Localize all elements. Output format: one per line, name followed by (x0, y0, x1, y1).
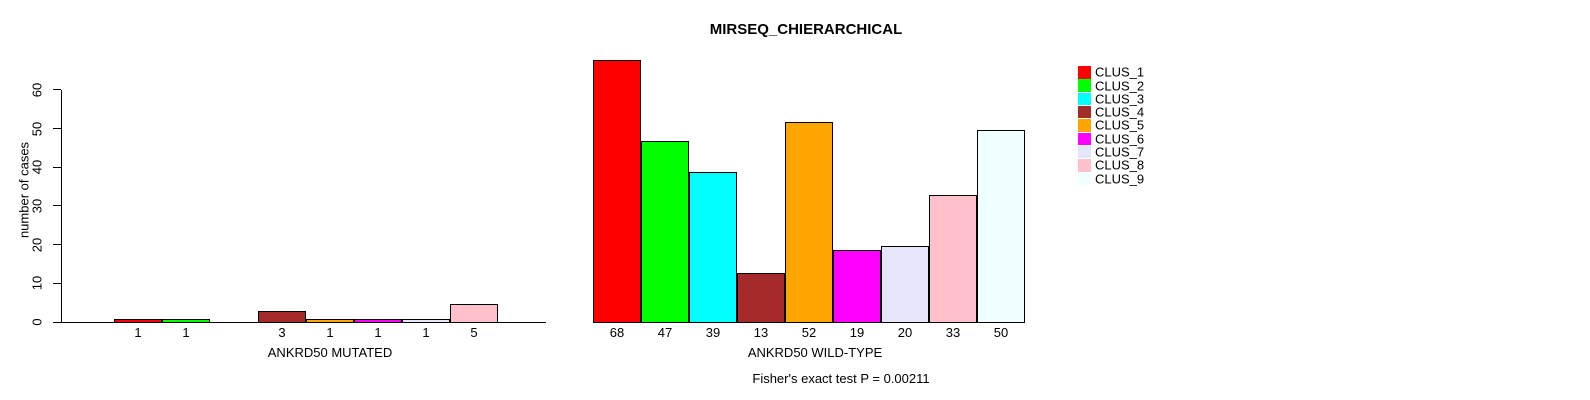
x-axis-label-mutated: ANKRD50 MUTATED (267, 345, 393, 360)
y-tick-mark (53, 244, 61, 246)
bar-value-label: 68 (609, 325, 625, 340)
legend-swatch-CLUS_5 (1078, 119, 1091, 132)
bar-value-label: 33 (945, 325, 961, 340)
bar-CLUS_8 (929, 195, 977, 323)
bar-value-label: 20 (897, 325, 913, 340)
y-tick-label: 10 (29, 276, 45, 291)
bar-value-label: 13 (753, 325, 769, 340)
bar-CLUS_8 (450, 304, 498, 323)
legend-swatch-CLUS_7 (1078, 145, 1091, 159)
bar-CLUS_4 (258, 311, 306, 323)
y-axis-title: number of cases (16, 141, 32, 239)
bar-CLUS_1 (114, 319, 162, 323)
y-tick-mark (53, 166, 61, 168)
bar-value-label: 1 (182, 325, 190, 340)
legend-swatch-CLUS_8 (1078, 159, 1091, 172)
bar-value-label: 19 (849, 325, 865, 340)
legend-label-CLUS_1: CLUS_1 (1095, 64, 1145, 80)
legend-label-CLUS_2: CLUS_2 (1095, 78, 1145, 94)
y-axis-line (61, 90, 62, 323)
legend-label-CLUS_3: CLUS_3 (1095, 91, 1145, 107)
fisher-test-annotation: Fisher's exact test P = 0.00211 (752, 371, 930, 386)
bar-value-label: 52 (801, 325, 817, 340)
bar-CLUS_3 (689, 172, 737, 323)
legend-label-CLUS_7: CLUS_7 (1095, 144, 1145, 160)
bar-value-label: 1 (422, 325, 430, 340)
bar-value-label: 1 (134, 325, 142, 340)
bar-CLUS_9 (977, 130, 1025, 323)
bar-CLUS_7 (881, 246, 929, 323)
y-tick-label: 0 (29, 318, 45, 326)
bar-CLUS_1 (593, 60, 641, 323)
legend-swatch-CLUS_1 (1078, 66, 1091, 79)
y-tick-mark (53, 89, 61, 91)
legend-label-CLUS_5: CLUS_5 (1095, 117, 1145, 133)
bar-CLUS_5 (785, 122, 833, 323)
bar-CLUS_2 (162, 319, 210, 323)
bar-value-label: 1 (374, 325, 382, 340)
y-tick-mark (53, 205, 61, 207)
legend-swatch-CLUS_3 (1078, 92, 1091, 106)
bar-CLUS_6 (354, 319, 402, 323)
bar-CLUS_2 (641, 141, 689, 323)
bar-value-label: 1 (326, 325, 334, 340)
bar-value-label: 5 (470, 325, 478, 340)
bar-CLUS_6 (833, 250, 881, 323)
bar-value-label: 39 (705, 325, 721, 340)
bar-CLUS_4 (737, 273, 785, 323)
y-tick-label: 30 (29, 198, 45, 214)
y-tick-mark (53, 282, 61, 284)
legend-swatch-CLUS_4 (1078, 105, 1091, 119)
y-tick-label: 60 (29, 82, 45, 98)
legend-label-CLUS_8: CLUS_8 (1095, 157, 1145, 173)
legend-label-CLUS_9: CLUS_9 (1095, 171, 1145, 187)
x-axis-label-wildtype: ANKRD50 WILD-TYPE (747, 345, 883, 360)
y-tick-mark (53, 321, 61, 323)
legend-swatch-CLUS_9 (1078, 172, 1091, 185)
bar-value-label: 3 (278, 325, 286, 340)
y-tick-mark (53, 128, 61, 130)
bar-CLUS_7 (402, 319, 450, 323)
bar-CLUS_5 (306, 319, 354, 323)
bar-value-label: 47 (657, 325, 673, 340)
chart-title: MIRSEQ_CHIERARCHICAL (709, 21, 903, 38)
legend-swatch-CLUS_6 (1078, 132, 1091, 145)
legend-label-CLUS_4: CLUS_4 (1095, 104, 1145, 120)
legend-label-CLUS_6: CLUS_6 (1095, 131, 1145, 147)
y-tick-label: 20 (29, 237, 45, 252)
bar-value-label: 50 (993, 325, 1009, 340)
legend-swatch-CLUS_2 (1078, 79, 1091, 92)
y-tick-label: 40 (29, 160, 45, 175)
y-tick-label: 50 (29, 121, 45, 136)
